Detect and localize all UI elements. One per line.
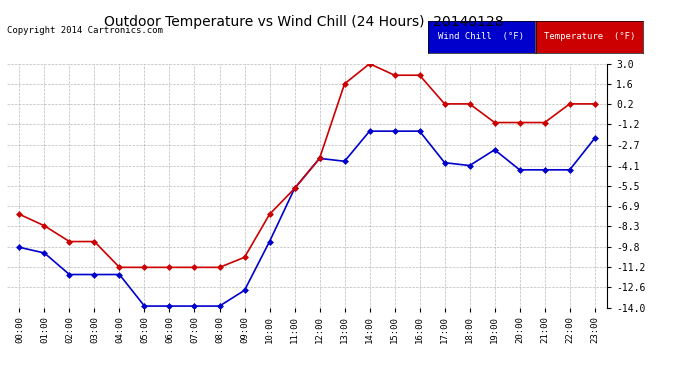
Text: Copyright 2014 Cartronics.com: Copyright 2014 Cartronics.com [7,26,163,35]
Text: Outdoor Temperature vs Wind Chill (24 Hours)  20140128: Outdoor Temperature vs Wind Chill (24 Ho… [104,15,504,29]
Text: Wind Chill  (°F): Wind Chill (°F) [438,32,524,41]
Text: Temperature  (°F): Temperature (°F) [544,32,635,41]
